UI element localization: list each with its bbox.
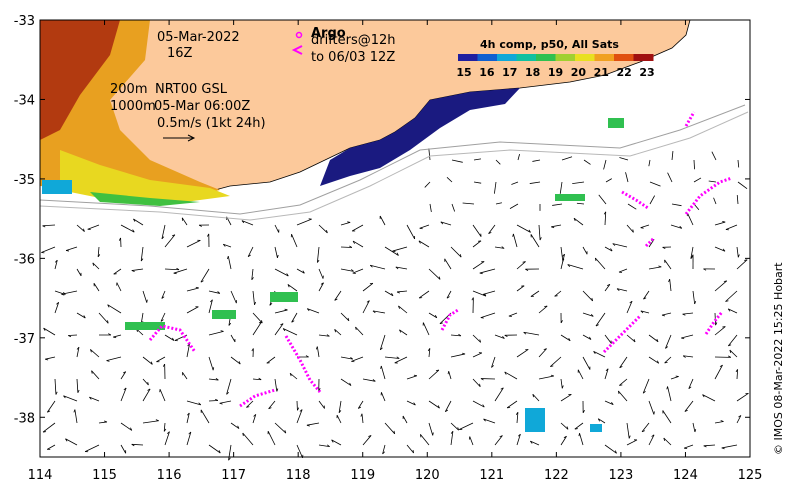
sst-patch xyxy=(555,194,585,201)
credit-label: © IMOS 08-Mar-2022 15:25 Hobart xyxy=(772,262,785,455)
sst-patch xyxy=(212,310,236,319)
nrt-time-label: 05-Mar 06:00Z xyxy=(154,99,251,114)
depth-200-label: 200m xyxy=(110,82,148,97)
sst-patch xyxy=(525,408,545,432)
lon-tick-label: 114 xyxy=(28,468,53,483)
plot-frame xyxy=(39,19,751,458)
drifter-symbol xyxy=(291,45,303,55)
isobath-200m xyxy=(39,104,746,215)
colorbar-tick-label: 23 xyxy=(639,66,654,79)
colorbar-title: 4h comp, p50, All Sats xyxy=(480,38,619,51)
sst-yellow-band xyxy=(60,150,230,204)
colorbar-swatch xyxy=(555,54,576,61)
axis-ticks: 114 115 116 117 118 119 120 121 122 123 124 125 -33 -… xyxy=(14,14,763,483)
colorbar-tick-label: 19 xyxy=(548,66,563,79)
lon-tick-label: 119 xyxy=(350,468,375,483)
colorbar-tick-label: 22 xyxy=(616,66,631,79)
colorbar-tick-label: 21 xyxy=(594,66,609,79)
lon-tick-label: 124 xyxy=(673,468,698,483)
lon-tick-label: 118 xyxy=(286,468,311,483)
current-vectors xyxy=(41,148,749,461)
sst-green-band xyxy=(90,192,200,206)
scale-arrow-head xyxy=(187,134,196,142)
lat-tick-label: -37 xyxy=(14,332,35,347)
sst-patch xyxy=(590,424,602,432)
lon-tick-label: 120 xyxy=(415,468,440,483)
colorbar-tick-label: 17 xyxy=(502,66,517,79)
drifters-until-label: to 06/03 12Z xyxy=(311,50,396,65)
colorbar-swatch xyxy=(477,54,498,61)
lon-tick-label: 116 xyxy=(157,468,182,483)
drifters-label: drifters@12h xyxy=(311,33,396,48)
lon-tick-label: 121 xyxy=(479,468,504,483)
isobath-1000m xyxy=(39,111,749,221)
colorbar-swatch xyxy=(516,54,537,61)
sst-colorbar: 15 16 17 18 19 20 21 22 23 xyxy=(456,54,655,79)
lat-tick-label: -34 xyxy=(14,93,35,108)
colorbar-swatch xyxy=(497,54,517,61)
lat-tick-label: -33 xyxy=(14,14,35,29)
sst-patch xyxy=(125,322,165,330)
lon-tick-label: 123 xyxy=(608,468,633,483)
colorbar-tick-label: 18 xyxy=(525,66,540,79)
lat-tick-label: -38 xyxy=(14,411,35,426)
drifter-tracks xyxy=(148,111,733,408)
sst-patch xyxy=(42,180,72,194)
sst-patch xyxy=(270,292,298,302)
date-label: 05-Mar-2022 xyxy=(157,30,240,45)
lat-tick-label: -36 xyxy=(14,252,35,267)
sst-hot-core xyxy=(40,20,120,140)
colorbar-swatch xyxy=(458,54,478,61)
nrt-label: NRT00 GSL xyxy=(155,82,227,97)
colorbar-swatch xyxy=(633,54,654,61)
argo-label: Argo xyxy=(311,26,346,41)
colorbar-swatch xyxy=(614,54,634,61)
lat-tick-label: -35 xyxy=(14,173,35,188)
sst-patch xyxy=(608,118,624,128)
colorbar-tick-label: 20 xyxy=(571,66,587,79)
lon-tick-label: 125 xyxy=(738,468,763,483)
lon-tick-label: 122 xyxy=(544,468,569,483)
scale-label: 0.5m/s (1kt 24h) xyxy=(157,116,266,131)
colorbar-tick-label: 16 xyxy=(479,66,495,79)
colorbar-tick-label: 15 xyxy=(456,66,471,79)
lon-tick-label: 117 xyxy=(221,468,246,483)
time-label: 16Z xyxy=(167,46,193,61)
depth-1000-label: 1000m xyxy=(110,99,156,114)
sst-cold-coastal xyxy=(320,88,520,186)
colorbar-swatch xyxy=(575,54,595,61)
argo-symbol xyxy=(295,31,303,39)
lon-tick-label: 115 xyxy=(92,468,117,483)
colorbar-swatch xyxy=(594,54,615,61)
colorbar-swatch xyxy=(536,54,556,61)
